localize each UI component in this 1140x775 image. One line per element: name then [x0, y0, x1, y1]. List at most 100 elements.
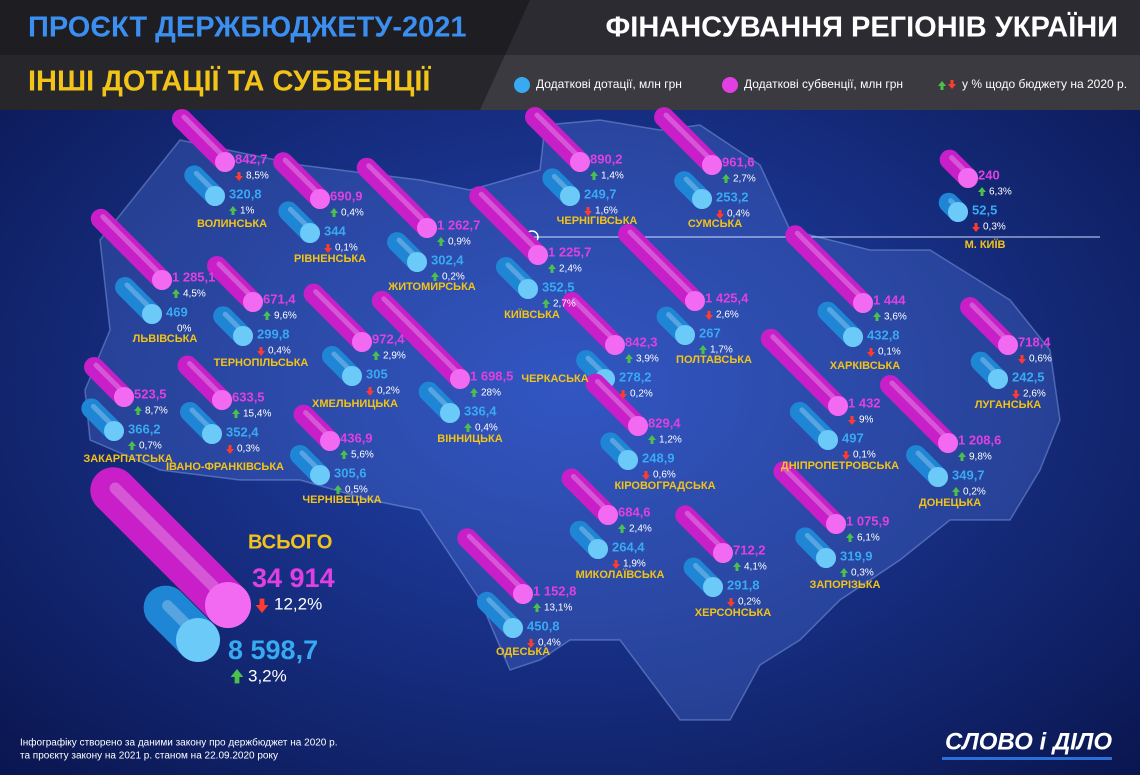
- cylinder-end: [300, 223, 320, 243]
- region-name: РІВНЕНСЬКА: [294, 253, 366, 265]
- grant-change: 0,2%: [442, 272, 465, 283]
- subsidy-change: 8,5%: [246, 171, 269, 182]
- cylinder: [90, 208, 172, 290]
- trend-arrow: [938, 81, 946, 86]
- total-subsidy: 34 914: [252, 563, 335, 593]
- trend-arrow-stem: [466, 428, 470, 432]
- cylinder-end: [310, 189, 330, 209]
- trend-arrow: [699, 345, 707, 350]
- trend-arrow: [548, 264, 556, 269]
- trend-arrow: [952, 487, 960, 492]
- subsidy-value: 436,9: [340, 430, 373, 445]
- legend-grants: Додаткові дотації, млн грн: [536, 77, 682, 91]
- trend-arrow-stem: [974, 223, 978, 227]
- region-name: ВІННИЦЬКА: [437, 433, 502, 445]
- subsidy-change: 2,6%: [716, 310, 739, 321]
- trend-arrow: [255, 605, 269, 613]
- trend-arrow-stem: [544, 304, 548, 308]
- cylinder: [457, 528, 533, 604]
- trend-arrow-stem: [472, 393, 476, 397]
- grant-value: 52,5: [972, 202, 997, 217]
- subsidy-value: 671,4: [263, 291, 296, 306]
- subsidy-change: 28%: [481, 388, 501, 399]
- region-name: ЛЬВІВСЬКА: [133, 333, 198, 345]
- trend-arrow-stem: [231, 211, 235, 215]
- trend-arrow: [590, 171, 598, 176]
- grant-value: 264,4: [612, 539, 645, 554]
- grant-change: 0,4%: [475, 423, 498, 434]
- trend-arrow: [257, 351, 265, 356]
- trend-arrow: [625, 354, 633, 359]
- region-name: ДНІПРОПЕТРОВСЬКА: [781, 460, 899, 472]
- cylinder-end: [152, 270, 172, 290]
- cylinder-shine: [571, 297, 620, 346]
- grant-change: 0,7%: [139, 441, 162, 452]
- total-subsidy-change: 12,2%: [274, 594, 322, 613]
- trend-arrow: [612, 564, 620, 569]
- trend-arrow-stem: [621, 390, 625, 394]
- cylinder-shine: [381, 296, 465, 380]
- trend-arrow-stem: [433, 277, 437, 281]
- trend-arrow: [648, 435, 656, 440]
- subsidy-change: 0,9%: [448, 237, 471, 248]
- trend-arrow-stem: [535, 608, 539, 612]
- region-name: ЗАПОРІЗЬКА: [809, 579, 880, 591]
- trend-arrow: [340, 450, 348, 455]
- trend-arrow-stem: [586, 207, 590, 211]
- cylinder-shine: [466, 533, 528, 595]
- subsidy-value: 523,5: [134, 386, 167, 401]
- cylinder-end: [816, 548, 836, 568]
- cylinder-end: [320, 431, 340, 451]
- trend-arrow-stem: [950, 80, 954, 84]
- subsidy-change: 13,1%: [544, 603, 572, 614]
- total-grant-change: 3,2%: [248, 666, 287, 685]
- trend-arrow-stem: [701, 350, 705, 354]
- cylinder-end: [702, 155, 722, 175]
- trend-arrow-stem: [614, 560, 618, 564]
- cylinder-end: [310, 465, 330, 485]
- trend-arrow: [334, 485, 342, 490]
- trend-arrow: [848, 420, 856, 425]
- trend-arrow: [232, 409, 240, 414]
- trend-arrow: [716, 214, 724, 219]
- trend-arrow: [134, 406, 142, 411]
- grant-value: 291,8: [727, 577, 760, 592]
- cylinder-shine: [181, 114, 230, 163]
- trend-arrow: [230, 669, 244, 677]
- region-name: ЗАКАРПАТСЬКА: [83, 453, 172, 465]
- grant-change: 0,1%: [335, 243, 358, 254]
- subsidy-value: 972,4: [372, 331, 405, 346]
- grant-value: 242,5: [1012, 369, 1045, 384]
- grant-change: 0,1%: [853, 450, 876, 461]
- cylinder: [879, 374, 958, 453]
- trend-arrow-stem: [627, 359, 631, 363]
- subsidy-value: 712,2: [733, 542, 766, 557]
- legend: Додаткові дотації, млн грн Додаткові суб…: [514, 77, 1127, 93]
- trend-arrow: [846, 533, 854, 538]
- cylinder-end: [588, 539, 608, 559]
- cylinder: [303, 283, 372, 352]
- trend-arrow: [464, 423, 472, 428]
- trend-arrow-stem: [529, 639, 533, 643]
- cylinder-shine: [794, 230, 868, 304]
- grant-change: 0,4%: [727, 209, 750, 220]
- cylinder: [585, 373, 648, 436]
- subsidy-change: 0,6%: [1029, 354, 1052, 365]
- subsidy-value: 829,4: [648, 415, 681, 430]
- cylinder-end: [948, 202, 968, 222]
- cylinder-end: [450, 369, 470, 389]
- subsidy-change: 4,1%: [744, 562, 767, 573]
- cylinder-end: [205, 186, 225, 206]
- trend-arrow: [948, 84, 956, 89]
- subsidy-change: 2,4%: [559, 264, 582, 275]
- cylinder-end: [202, 424, 222, 444]
- subsidy-change: 4,5%: [183, 289, 206, 300]
- subsidy-change: 1,2%: [659, 435, 682, 446]
- cylinder-shine: [663, 112, 717, 166]
- grant-value: 349,7: [952, 467, 985, 482]
- trend-arrow: [619, 394, 627, 399]
- trend-arrow: [226, 449, 234, 454]
- grant-value: 249,7: [584, 186, 617, 201]
- subsidy-change: 2,4%: [629, 524, 652, 535]
